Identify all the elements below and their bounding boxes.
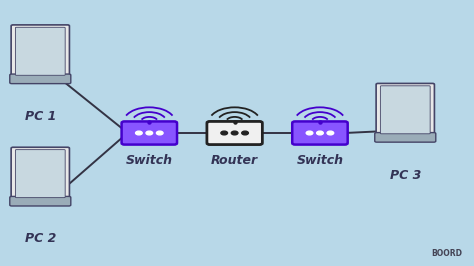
FancyBboxPatch shape (121, 121, 177, 145)
Circle shape (306, 131, 313, 135)
Circle shape (221, 131, 228, 135)
Text: PC 1: PC 1 (25, 110, 56, 123)
Circle shape (327, 131, 334, 135)
Text: PC 3: PC 3 (390, 169, 421, 182)
FancyBboxPatch shape (292, 121, 348, 145)
FancyBboxPatch shape (207, 121, 262, 145)
Text: Switch: Switch (126, 154, 173, 167)
FancyBboxPatch shape (380, 86, 430, 134)
Text: Router: Router (211, 154, 258, 167)
Circle shape (156, 131, 163, 135)
Text: Switch: Switch (296, 154, 344, 167)
FancyBboxPatch shape (376, 84, 434, 136)
FancyBboxPatch shape (16, 150, 65, 198)
Circle shape (317, 131, 323, 135)
Circle shape (231, 131, 238, 135)
FancyBboxPatch shape (10, 74, 71, 84)
FancyBboxPatch shape (11, 25, 69, 78)
Text: BOORD: BOORD (431, 249, 462, 258)
FancyBboxPatch shape (10, 196, 71, 206)
FancyBboxPatch shape (375, 132, 436, 142)
Text: PC 2: PC 2 (25, 232, 56, 246)
Circle shape (242, 131, 248, 135)
Circle shape (136, 131, 142, 135)
FancyBboxPatch shape (16, 27, 65, 75)
Circle shape (146, 131, 153, 135)
FancyBboxPatch shape (11, 147, 69, 200)
